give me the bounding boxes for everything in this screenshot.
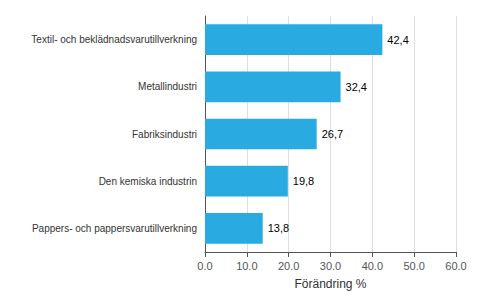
svg-text:Textil- och beklädnadsvarutill: Textil- och beklädnadsvarutillverkning (31, 34, 197, 45)
svg-text:26,7: 26,7 (322, 128, 343, 140)
svg-text:13,8: 13,8 (268, 222, 289, 234)
svg-text:42,4: 42,4 (387, 34, 408, 46)
svg-text:20.0: 20.0 (278, 260, 299, 272)
svg-text:Förändring %: Förändring % (294, 277, 366, 291)
svg-text:0.0: 0.0 (197, 260, 212, 272)
svg-text:Den kemiska industrin: Den kemiska industrin (99, 176, 197, 187)
svg-text:10.0: 10.0 (236, 260, 257, 272)
svg-text:60.0: 60.0 (445, 260, 466, 272)
svg-text:Fabriksindustri: Fabriksindustri (132, 129, 197, 140)
svg-text:40.0: 40.0 (362, 260, 383, 272)
svg-text:Metallindustri: Metallindustri (138, 81, 197, 92)
svg-text:30.0: 30.0 (320, 260, 341, 272)
svg-text:19,8: 19,8 (293, 175, 314, 187)
svg-text:50.0: 50.0 (403, 260, 424, 272)
svg-text:32,4: 32,4 (346, 81, 367, 93)
svg-text:Pappers- och pappersvarutillve: Pappers- och pappersvarutillverkning (32, 223, 197, 234)
